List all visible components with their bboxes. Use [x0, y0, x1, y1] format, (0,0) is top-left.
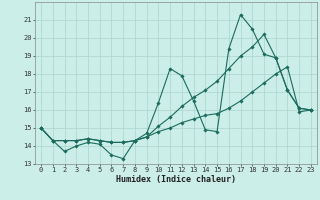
X-axis label: Humidex (Indice chaleur): Humidex (Indice chaleur)	[116, 175, 236, 184]
